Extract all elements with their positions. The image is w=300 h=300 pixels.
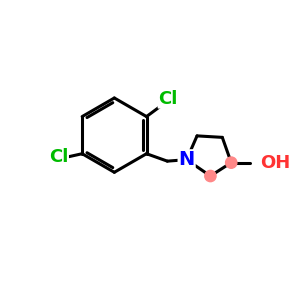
Circle shape (226, 157, 237, 168)
Text: OH: OH (260, 154, 291, 172)
Text: Cl: Cl (49, 148, 68, 166)
Text: N: N (178, 150, 195, 169)
Text: Cl: Cl (158, 90, 178, 108)
Circle shape (205, 170, 216, 182)
